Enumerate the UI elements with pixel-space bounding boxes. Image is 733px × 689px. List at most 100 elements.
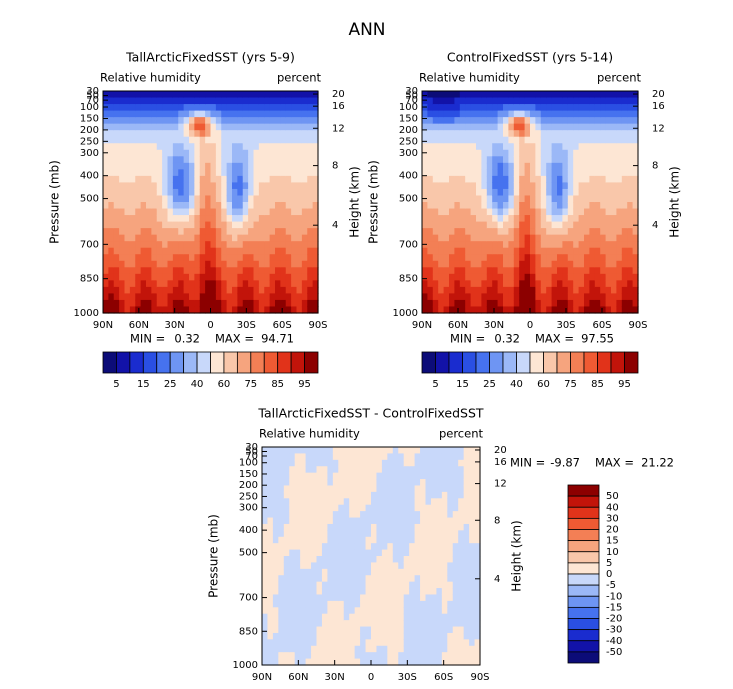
- contour-cell: [452, 485, 459, 493]
- contour-cell: [420, 575, 427, 583]
- contour-cell: [253, 286, 260, 295]
- contour-cell: [103, 104, 109, 112]
- contour-cell: [312, 228, 319, 236]
- contour-cell: [508, 104, 515, 112]
- contour-cell: [167, 162, 174, 170]
- contour-cell: [278, 562, 285, 570]
- contour-cell: [381, 543, 388, 551]
- contour-cell: [327, 466, 334, 474]
- contour-cell: [600, 260, 607, 268]
- contour-cell: [459, 299, 466, 308]
- contour-cell: [183, 254, 190, 262]
- contour-cell: [278, 472, 285, 480]
- contour-cell: [226, 286, 233, 295]
- contour-cell: [305, 626, 312, 634]
- contour-cell: [535, 123, 542, 131]
- contour-cell: [562, 110, 569, 118]
- contour-cell: [420, 549, 427, 557]
- contour-cell: [422, 136, 428, 144]
- contour-cell: [562, 241, 569, 249]
- contour-cell: [129, 202, 136, 210]
- contour-cell: [349, 562, 356, 570]
- contour-cell: [458, 613, 465, 621]
- contour-cell: [441, 472, 448, 480]
- contour-cell: [129, 195, 136, 203]
- contour-cell: [267, 472, 274, 480]
- contour-cell: [422, 123, 428, 131]
- contour-cell: [338, 472, 345, 480]
- contour-cell: [513, 130, 520, 138]
- contour-cell: [546, 175, 553, 184]
- contour-cell: [427, 202, 434, 210]
- contour-cell: [338, 485, 345, 493]
- contour-cell: [215, 273, 222, 281]
- contour-cell: [183, 234, 190, 242]
- x-tick-label: 90S: [628, 320, 647, 331]
- contour-cell: [135, 91, 142, 99]
- contour-cell: [269, 299, 276, 308]
- contour-cell: [300, 562, 307, 570]
- contour-cell: [135, 195, 142, 203]
- contour-cell: [584, 130, 590, 138]
- contour-cell: [156, 188, 163, 197]
- contour-cell: [338, 530, 345, 538]
- contour-cell: [291, 208, 298, 216]
- contour-cell: [535, 273, 542, 281]
- contour-cell: [513, 169, 520, 177]
- contour-cell: [584, 280, 590, 288]
- contour-cell: [414, 575, 421, 583]
- contour-cell: [425, 479, 432, 487]
- contour-cell: [205, 247, 212, 255]
- contour-cell: [573, 260, 580, 268]
- contour-cell: [178, 299, 185, 308]
- contour-cell: [140, 241, 147, 249]
- contour-cell: [503, 104, 509, 112]
- contour-cell: [436, 504, 443, 512]
- contour-cell: [189, 130, 195, 138]
- contour-cell: [497, 91, 504, 99]
- colorbar-box: [567, 484, 600, 497]
- contour-cell: [272, 600, 279, 608]
- contour-cell: [492, 175, 499, 184]
- contour-cell: [573, 215, 580, 223]
- contour-cell: [449, 202, 455, 210]
- contour-cell: [503, 260, 509, 268]
- contour-cell: [221, 241, 228, 249]
- contour-cell: [103, 215, 109, 223]
- contour-cell: [627, 260, 634, 268]
- contour-cell: [524, 149, 531, 157]
- contour-cell: [470, 299, 477, 308]
- contour-cell: [262, 626, 269, 634]
- contour-cell: [349, 466, 356, 474]
- contour-cell: [151, 104, 158, 112]
- contour-cell: [343, 543, 350, 551]
- contour-cell: [258, 228, 265, 236]
- contour-cell: [294, 632, 301, 640]
- contour-cell: [503, 221, 509, 229]
- contour-cell: [300, 472, 307, 480]
- contour-cell: [278, 498, 285, 506]
- contour-cell: [172, 195, 179, 203]
- contour-cell: [210, 273, 217, 281]
- contour-cell: [119, 117, 126, 125]
- contour-cell: [283, 658, 290, 666]
- contour-cell: [103, 169, 109, 177]
- contour-cell: [285, 254, 292, 262]
- y2-tick-label: 4: [652, 220, 658, 231]
- contour-cell: [436, 485, 443, 493]
- contour-cell: [443, 293, 450, 301]
- contour-cell: [441, 588, 448, 596]
- contour-cell: [343, 479, 350, 487]
- contour-cell: [167, 175, 174, 184]
- contour-cell: [178, 91, 185, 99]
- contour-cell: [409, 504, 416, 512]
- contour-cell: [438, 195, 445, 203]
- contour-cell: [398, 523, 405, 531]
- contour-cell: [205, 280, 212, 288]
- contour-cell: [420, 536, 427, 544]
- contour-cell: [409, 613, 416, 621]
- contour-cell: [463, 556, 470, 564]
- contour-cell: [497, 247, 504, 255]
- contour-cell: [210, 169, 217, 177]
- contour-cell: [600, 195, 607, 203]
